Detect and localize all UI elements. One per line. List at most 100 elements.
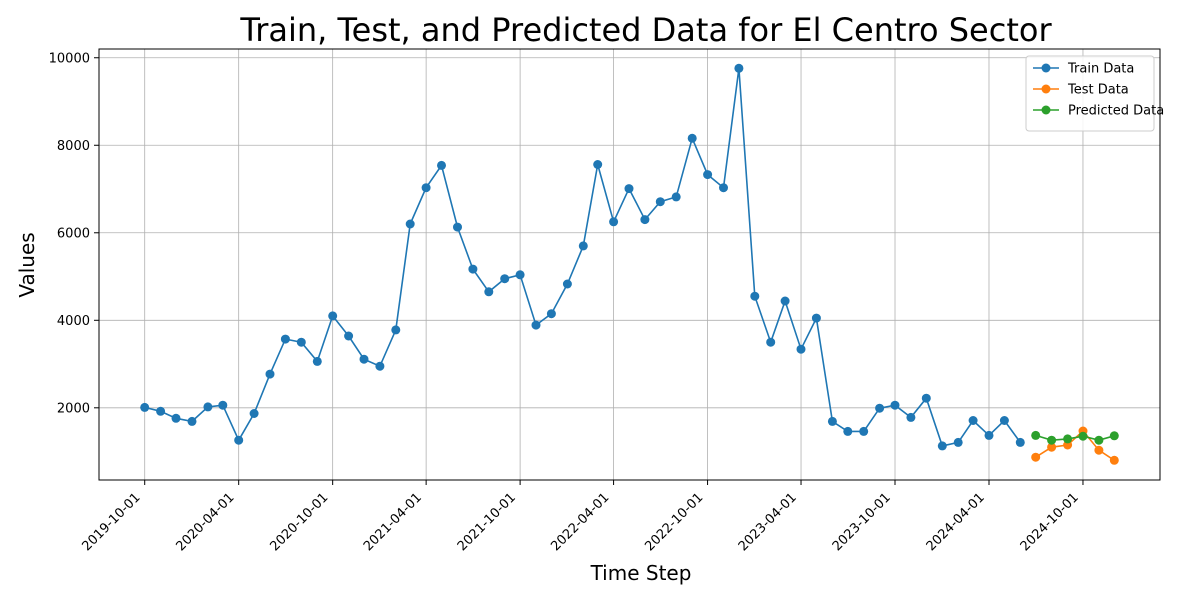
data-point <box>203 402 213 412</box>
data-point <box>1094 445 1104 455</box>
x-tick-label: 2022-04-01 <box>548 490 612 554</box>
data-point <box>280 334 290 344</box>
data-point <box>578 241 588 251</box>
data-point <box>703 170 713 180</box>
legend-box <box>1025 55 1155 132</box>
data-point <box>827 416 837 426</box>
legend-item: Predicted Data <box>1033 104 1164 119</box>
data-point <box>921 393 931 403</box>
y-tick-label: 6000 <box>57 226 90 241</box>
data-point <box>484 287 494 297</box>
data-point <box>562 279 572 289</box>
x-tick-label: 2023-10-01 <box>830 490 894 554</box>
data-point <box>780 296 790 306</box>
data-point <box>249 409 259 418</box>
series-layer <box>140 63 1119 465</box>
data-point <box>811 313 821 323</box>
data-point <box>515 270 525 280</box>
data-point <box>359 354 369 364</box>
legend: Train Data Test Data Predicted Data <box>1025 55 1164 132</box>
data-point <box>156 406 166 416</box>
data-point <box>421 183 431 193</box>
data-point <box>375 361 385 371</box>
data-point <box>328 311 338 321</box>
data-point <box>1015 437 1025 447</box>
data-point <box>671 192 681 202</box>
x-tick-label: 2019-10-01 <box>79 490 143 554</box>
data-point <box>468 264 478 274</box>
data-point <box>734 63 744 73</box>
data-point <box>500 274 510 284</box>
data-point <box>750 291 760 301</box>
data-point <box>1031 430 1041 440</box>
x-tick-label: 2021-04-01 <box>361 490 425 554</box>
data-point <box>1031 452 1041 462</box>
x-tick-label: 2020-10-01 <box>267 490 331 554</box>
data-point <box>796 344 806 354</box>
x-axis-label: Time Step <box>590 561 692 585</box>
data-point <box>968 416 978 425</box>
data-point <box>312 356 322 366</box>
data-point <box>187 416 197 426</box>
y-tick-label: 2000 <box>57 401 90 416</box>
data-point <box>546 309 556 319</box>
x-tick-label: 2024-04-01 <box>924 490 988 554</box>
data-point <box>609 217 619 227</box>
x-tick-label: 2021-10-01 <box>455 490 519 554</box>
x-tick-label: 2024-10-01 <box>1018 490 1082 554</box>
legend-label: Predicted Data <box>1068 104 1164 119</box>
data-point <box>1109 455 1119 465</box>
data-point <box>140 402 150 412</box>
legend-marker <box>1041 63 1051 73</box>
series-train-data <box>140 63 1025 451</box>
data-point <box>405 219 415 229</box>
y-tick-label: 8000 <box>57 139 90 154</box>
data-point <box>1078 431 1088 441</box>
legend-item: Test Data <box>1033 83 1129 98</box>
data-point <box>453 222 462 232</box>
data-point <box>1094 435 1104 445</box>
data-point <box>1109 431 1119 441</box>
legend-label: Test Data <box>1067 83 1129 98</box>
data-point <box>640 215 650 225</box>
y-axis: 2000 4000 6000 8000 10000 <box>49 51 99 416</box>
legend-marker <box>1041 84 1051 94</box>
data-point <box>391 325 401 335</box>
plot-frame <box>98 48 1161 481</box>
data-point <box>859 426 869 436</box>
data-point <box>344 331 354 341</box>
y-tick-label: 10000 <box>49 51 90 66</box>
x-axis: 2019-10-01 2020-04-01 2020-10-01 2021-04-01… <box>79 480 1084 554</box>
data-point <box>719 183 728 193</box>
x-tick-label: 2022-10-01 <box>642 490 706 554</box>
data-point <box>296 337 306 347</box>
data-point <box>1047 435 1057 445</box>
series-line <box>144 68 1021 447</box>
data-point <box>937 441 947 451</box>
legend-label: Train Data <box>1067 62 1134 77</box>
data-point <box>999 416 1009 425</box>
data-point <box>171 413 181 423</box>
data-point <box>234 435 244 445</box>
data-point <box>265 369 275 379</box>
data-point <box>437 160 446 170</box>
data-point <box>984 430 994 440</box>
series-predicted-data <box>1031 430 1119 445</box>
legend-item: Train Data <box>1033 62 1134 77</box>
data-point <box>1047 442 1057 452</box>
x-tick-label: 2020-04-01 <box>173 490 237 554</box>
data-point <box>1063 434 1073 444</box>
data-point <box>843 426 853 436</box>
data-point <box>687 133 697 143</box>
y-tick-label: 4000 <box>57 314 90 329</box>
y-axis-label: Values <box>15 232 39 297</box>
data-point <box>953 437 963 447</box>
data-point <box>875 403 885 413</box>
chart-title: Train, Test, and Predicted Data for El C… <box>239 11 1052 49</box>
data-point <box>218 400 228 410</box>
x-tick-label: 2023-04-01 <box>736 490 800 554</box>
legend-marker <box>1041 105 1051 115</box>
data-point <box>655 197 665 207</box>
